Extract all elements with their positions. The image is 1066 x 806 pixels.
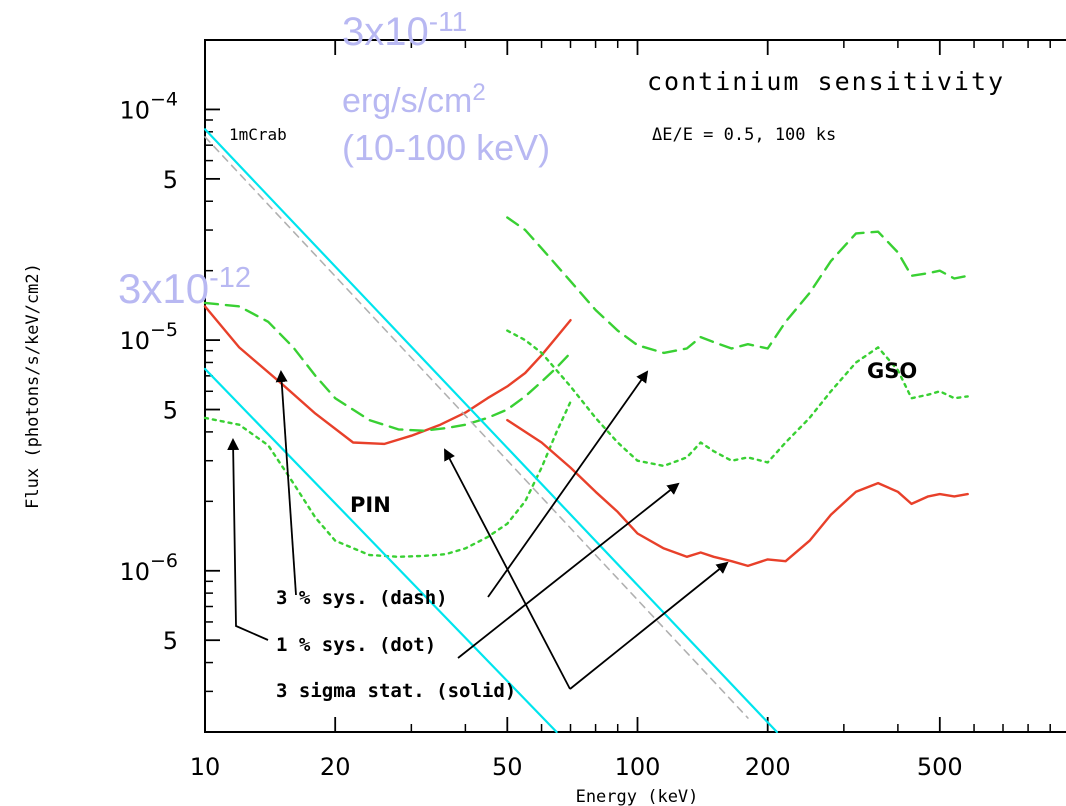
pin-dot-line: [203, 400, 572, 558]
y-tick-base: 10: [119, 96, 150, 124]
x-tick-label: 10: [190, 753, 221, 781]
overlay-text-part: -11: [429, 6, 467, 37]
y-tick-label: 5: [163, 627, 178, 655]
y-tick-exponent: −4: [150, 88, 178, 110]
gso-dot-line: [506, 329, 969, 468]
gso-label: GSO: [867, 359, 917, 383]
pin-label: PIN: [350, 493, 391, 517]
y-tick-base: 10: [119, 327, 150, 355]
overlay-text-part: erg/s/cm: [342, 82, 472, 120]
dot-legend-note: 1 % sys. (dot): [276, 634, 436, 656]
y-tick-label: 5: [163, 397, 178, 425]
overlay-solid-line: [203, 367, 558, 734]
arrow-dot-pin: [227, 438, 269, 641]
arrow-dash-pin: [275, 370, 297, 596]
y-tick-exponent: −6: [150, 550, 178, 572]
x-tick-label: 50: [492, 753, 523, 781]
overlay-flux-lower: 3x10-12: [118, 262, 251, 312]
dash-legend-note: 3 % sys. (dash): [276, 587, 448, 609]
arrow-solid-pin: [444, 448, 571, 690]
text-group: continium sensitivity ΔE/E = 0.5, 100 ks 1…: [118, 6, 1005, 702]
overlay-solid-line: [203, 128, 778, 734]
pin-solid-line: [203, 305, 572, 446]
x-tick-label: 500: [917, 753, 963, 781]
annotation-arrows: [227, 370, 729, 690]
chart-title: continium sensitivity: [647, 67, 1005, 96]
series-group: [203, 128, 969, 734]
pin-dash-line: [203, 301, 572, 432]
y-axis-label: Flux (photons/s/keV/cm2): [23, 263, 43, 509]
y-tick-base: 10: [119, 558, 150, 586]
y-tick-label: 10−5: [119, 319, 178, 355]
overlay-text-part: -12: [209, 262, 251, 294]
1mcrab-dash-line: [204, 136, 749, 719]
solid-legend-note: 3 sigma stat. (solid): [276, 680, 516, 702]
x-tick-label: 20: [320, 753, 351, 781]
y-tick-label: 10−6: [119, 550, 178, 586]
arrow-dash-gso: [487, 370, 649, 598]
x-axis-label: Energy (keV): [576, 787, 699, 806]
y-tick-label: 5: [163, 166, 178, 194]
overlay-energy-band: (10-100 keV): [342, 127, 550, 168]
overlay-text-part: 2: [472, 79, 485, 106]
overlay-text-part: 3x10: [118, 265, 209, 312]
overlay-text-part: 3x10: [342, 10, 429, 54]
x-tick-label: 200: [745, 753, 791, 781]
gso-solid-line: [506, 418, 969, 568]
gso-dash-line: [506, 216, 969, 355]
y-tick-label: 10−4: [119, 88, 178, 124]
overlay-flux-units: erg/s/cm2: [342, 79, 486, 120]
arrow-dot-gso: [457, 482, 680, 659]
chart-subtitle: ΔE/E = 0.5, 100 ks: [652, 125, 836, 145]
plot-frame: [204, 39, 1066, 733]
x-tick-label: 100: [615, 753, 661, 781]
crab-label: 1mCrab: [229, 125, 287, 144]
y-tick-exponent: −5: [150, 319, 178, 341]
overlay-flux-upper: 3x10-11: [342, 6, 467, 54]
arrow-solid-gso: [569, 561, 729, 690]
